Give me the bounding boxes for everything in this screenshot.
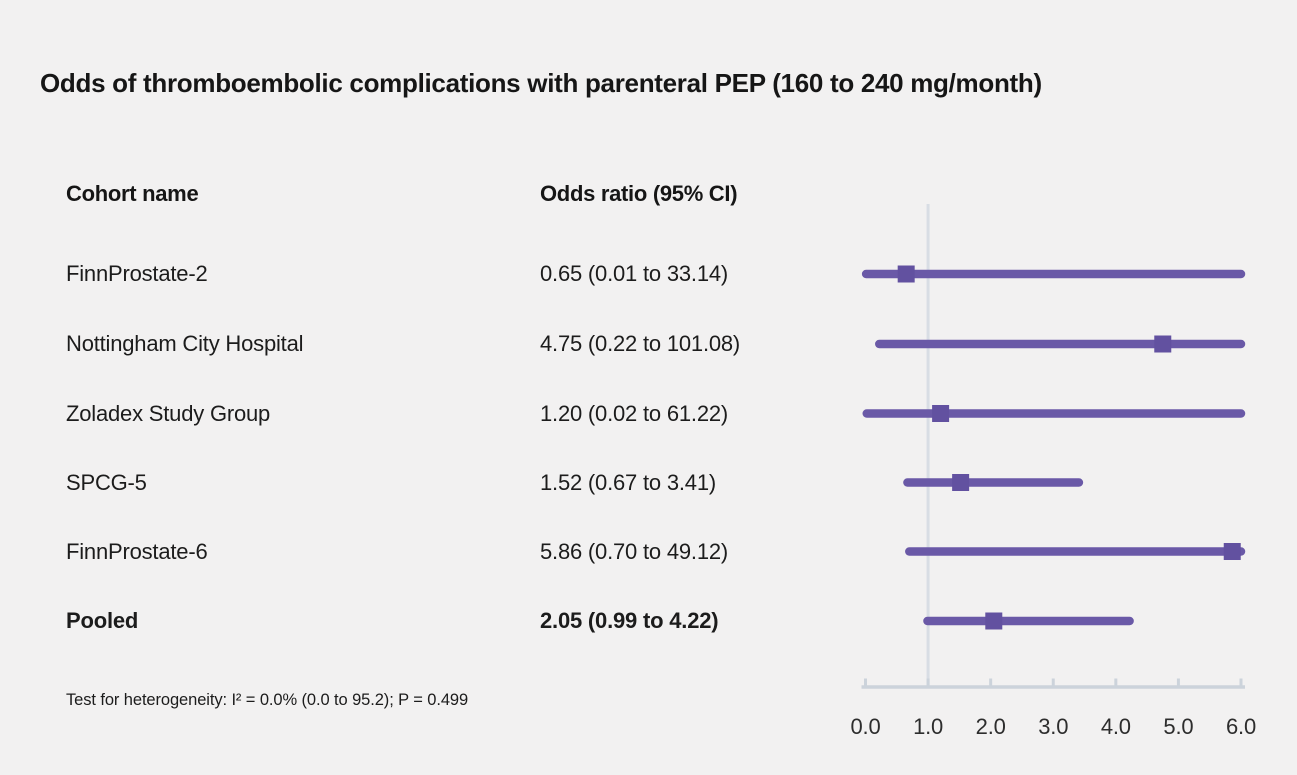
heterogeneity-footnote: Test for heterogeneity: I² = 0.0% (0.0 t… [66,691,469,709]
cohort-name-label: FinnProstate-6 [66,538,208,564]
estimate-marker [932,405,950,422]
estimate-marker [897,265,915,283]
x-axis-tick-label: 4.0 [1100,714,1131,739]
estimate-marker [985,612,1003,630]
x-axis-tick-label: 1.0 [913,714,944,739]
column-header-odds-ratio: Odds ratio (95% CI) [540,181,738,206]
odds-ratio-value: 2.05 (0.99 to 4.22) [540,608,719,633]
cohort-name-label: FinnProstate-2 [66,261,208,286]
cohort-name-label: Pooled [66,608,139,633]
odds-ratio-value: 5.86 (0.70 to 49.12) [540,538,729,564]
column-header-cohort-name: Cohort name [66,181,199,206]
odds-ratio-value: 0.65 (0.01 to 33.14) [540,261,729,286]
x-axis-tick-label: 5.0 [1163,714,1194,739]
odds-ratio-value: 1.52 (0.67 to 3.41) [540,469,716,495]
estimate-marker [1223,543,1241,560]
chart-title: Odds of thromboembolic complications wit… [40,68,1042,98]
cohort-name-label: Nottingham City Hospital [66,331,304,356]
estimate-marker [952,474,970,491]
x-axis-tick-label: 6.0 [1226,714,1256,739]
x-axis-tick-label: 0.0 [850,714,881,739]
estimate-marker [1154,335,1172,353]
x-axis-tick-label: 2.0 [975,714,1006,739]
odds-ratio-value: 4.75 (0.22 to 101.08) [540,331,741,356]
x-axis-tick-label: 3.0 [1038,714,1069,739]
cohort-name-label: SPCG-5 [66,469,147,495]
odds-ratio-value: 1.20 (0.02 to 61.22) [540,400,729,426]
cohort-name-label: Zoladex Study Group [66,400,271,426]
